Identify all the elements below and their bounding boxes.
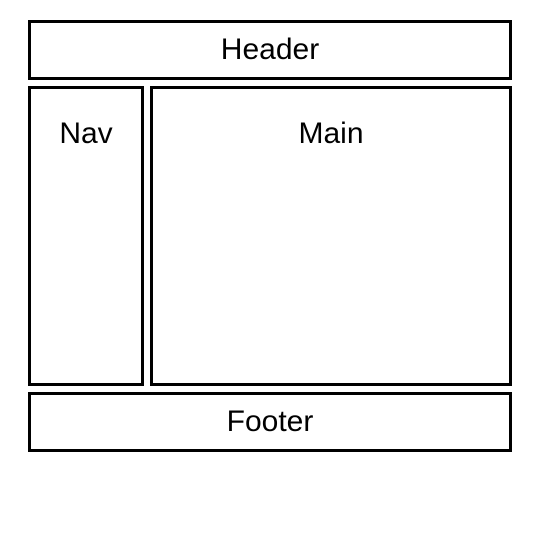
- main-region: Main: [150, 86, 512, 386]
- header-region: Header: [28, 20, 512, 80]
- main-label: Main: [298, 119, 363, 149]
- nav-region: Nav: [28, 86, 144, 386]
- footer-label: Footer: [227, 407, 314, 437]
- nav-label: Nav: [59, 119, 112, 149]
- footer-region: Footer: [28, 392, 512, 452]
- middle-row: Nav Main: [28, 86, 512, 386]
- page-layout-wireframe: Header Nav Main Footer: [28, 20, 512, 520]
- header-label: Header: [221, 35, 319, 65]
